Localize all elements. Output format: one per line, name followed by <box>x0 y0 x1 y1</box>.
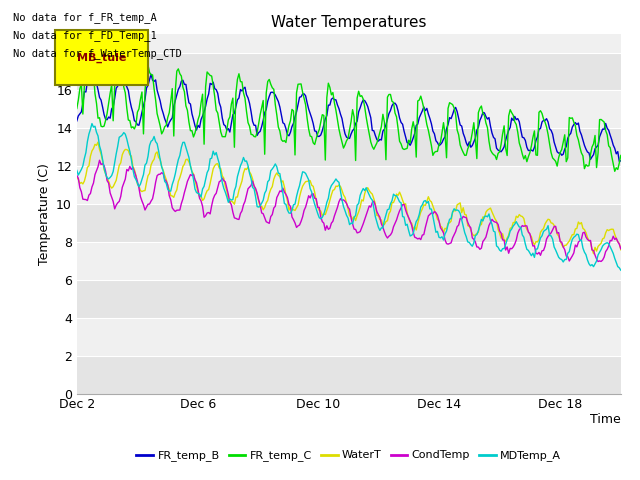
Text: No data for f_FD_Temp_1: No data for f_FD_Temp_1 <box>13 30 157 41</box>
Bar <box>77 204 621 242</box>
Title: Water Temperatures: Water Temperatures <box>271 15 426 30</box>
Bar <box>77 128 621 166</box>
Text: No data for f_FR_temp_A: No data for f_FR_temp_A <box>13 12 157 23</box>
Bar <box>77 280 621 318</box>
Bar <box>77 52 621 90</box>
Y-axis label: Temperature (C): Temperature (C) <box>38 163 51 264</box>
Text: No data for f_WaterTemp_CTD: No data for f_WaterTemp_CTD <box>13 48 182 60</box>
Bar <box>77 356 621 394</box>
Text: MB_tule: MB_tule <box>77 52 126 63</box>
X-axis label: Time: Time <box>590 413 621 426</box>
Legend: FR_temp_B, FR_temp_C, WaterT, CondTemp, MDTemp_A: FR_temp_B, FR_temp_C, WaterT, CondTemp, … <box>132 446 566 466</box>
